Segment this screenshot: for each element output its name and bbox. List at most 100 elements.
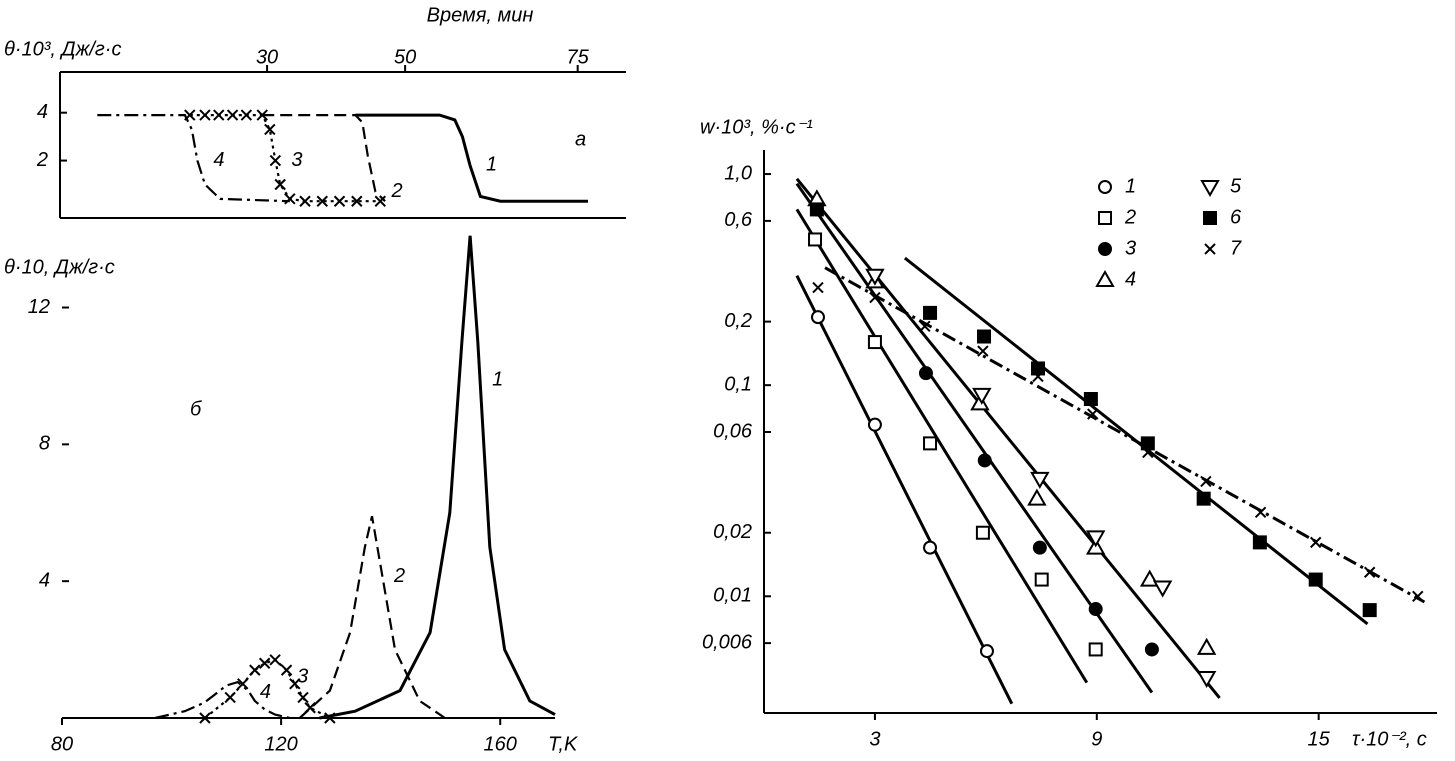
curve xyxy=(319,235,556,720)
x-tick-label: 50 xyxy=(394,46,416,68)
x-tick-label: 120 xyxy=(264,733,297,755)
marker xyxy=(1144,642,1159,657)
marker xyxy=(1087,408,1099,420)
marker xyxy=(256,109,268,121)
fit-line xyxy=(795,208,1089,684)
y-tick-label: 12 xyxy=(28,296,50,318)
marker xyxy=(274,178,286,191)
marker xyxy=(865,268,885,286)
legend-marker xyxy=(1098,211,1112,225)
y-tick-label: 0,02 xyxy=(713,521,752,543)
fit-line xyxy=(824,266,1426,604)
y-axis-label: θ·10, Дж/г·с xyxy=(4,256,115,278)
y-tick-label: 2 xyxy=(36,149,48,171)
marker xyxy=(316,195,329,207)
marker xyxy=(1032,370,1044,383)
legend-label: 1 xyxy=(1125,175,1136,197)
curve xyxy=(355,113,588,203)
marker xyxy=(269,654,281,666)
marker xyxy=(1196,671,1217,689)
curve-label: 4 xyxy=(260,681,271,703)
legend-label: 6 xyxy=(1230,206,1242,228)
marker xyxy=(351,195,363,207)
y-tick-label: 0,2 xyxy=(724,310,752,332)
panel-label: a xyxy=(575,128,586,150)
marker xyxy=(237,678,249,690)
y-tick-label: 8 xyxy=(39,433,50,455)
curve xyxy=(262,114,386,202)
x-tick-label: 75 xyxy=(567,46,590,68)
marker xyxy=(919,320,931,333)
marker xyxy=(977,329,992,344)
y-tick-label: 0,1 xyxy=(724,373,752,395)
marker xyxy=(1140,436,1155,451)
y-tick-label: 1,0 xyxy=(724,162,752,184)
marker xyxy=(1088,602,1103,617)
marker xyxy=(199,109,211,121)
marker xyxy=(1254,506,1267,518)
marker xyxy=(1032,540,1047,555)
y-tick-label: 0,01 xyxy=(713,585,752,607)
marker xyxy=(199,712,211,724)
marker xyxy=(1196,491,1211,506)
marker xyxy=(977,345,989,357)
marker xyxy=(240,109,253,121)
legend-marker xyxy=(1203,211,1217,225)
marker xyxy=(970,393,990,411)
marker xyxy=(1030,471,1050,489)
y-tick-label: 0,6 xyxy=(724,209,753,231)
legend-label: 3 xyxy=(1125,237,1136,259)
curve-label: 3 xyxy=(297,666,308,688)
y-axis-label: w·10³, %·c⁻¹ xyxy=(700,116,813,138)
marker xyxy=(923,540,938,555)
marker xyxy=(808,232,823,247)
curve xyxy=(298,515,446,719)
legend-label: 4 xyxy=(1125,268,1136,290)
curve xyxy=(154,680,291,720)
marker xyxy=(297,691,309,704)
curve-label: 4 xyxy=(213,149,224,171)
marker xyxy=(226,109,239,121)
marker xyxy=(810,310,825,325)
x-tick-label: 80 xyxy=(51,733,73,755)
marker xyxy=(869,291,881,304)
x-tick-label: 9 xyxy=(1091,728,1102,750)
y-tick-label: 4 xyxy=(39,569,50,591)
marker xyxy=(918,366,933,381)
marker xyxy=(1139,569,1160,587)
marker xyxy=(979,644,994,659)
marker xyxy=(1142,446,1154,459)
marker xyxy=(923,305,938,320)
marker xyxy=(1362,603,1377,618)
legend-marker xyxy=(1098,242,1112,256)
marker xyxy=(374,195,386,207)
marker xyxy=(264,123,276,136)
legend-marker xyxy=(1204,243,1216,255)
marker xyxy=(1083,391,1098,406)
y-axis-label: θ·10³, Дж/г·с xyxy=(4,38,121,60)
marker xyxy=(258,657,271,669)
marker xyxy=(1031,361,1046,376)
marker xyxy=(324,712,336,724)
y-tick-label: 0,006 xyxy=(702,631,753,653)
legend-label: 7 xyxy=(1230,237,1242,259)
marker xyxy=(224,691,236,704)
marker xyxy=(333,195,346,207)
marker xyxy=(1310,536,1322,549)
marker xyxy=(1200,475,1212,488)
marker xyxy=(977,453,992,468)
y-tick-label: 0,06 xyxy=(713,420,753,442)
curve-label: 2 xyxy=(390,180,402,202)
x-tick-label: 30 xyxy=(256,46,278,68)
marker xyxy=(284,193,296,205)
marker xyxy=(1034,572,1049,587)
marker xyxy=(1088,642,1103,657)
marker xyxy=(213,109,225,121)
marker xyxy=(1027,488,1047,506)
legend-label: 2 xyxy=(1124,206,1136,228)
curve xyxy=(97,114,290,203)
legend-marker xyxy=(1200,180,1220,198)
curve-label: 2 xyxy=(393,565,405,587)
marker xyxy=(280,664,293,676)
